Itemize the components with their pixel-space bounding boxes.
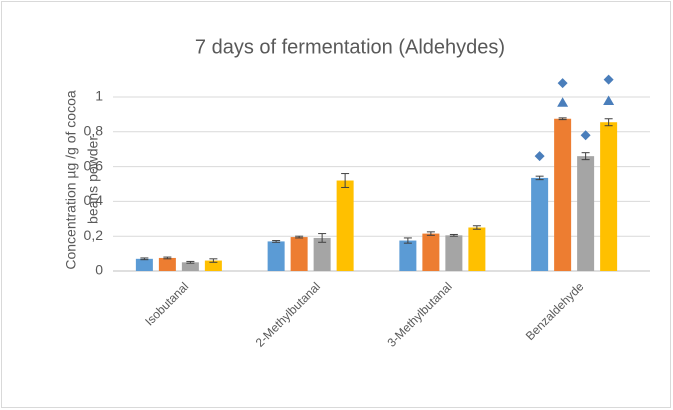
bar [468, 227, 486, 271]
chart-title: 7 days of fermentation (Aldehydes) [195, 36, 505, 58]
diamond-marker [557, 78, 568, 89]
bar [422, 233, 440, 271]
bar [313, 237, 331, 271]
bar [158, 257, 176, 271]
bar [445, 235, 463, 271]
y-tick-label: 0,2 [84, 227, 104, 243]
bar [600, 122, 618, 271]
bar [336, 180, 354, 271]
bar [290, 237, 308, 271]
bar [577, 156, 595, 271]
bar [399, 240, 417, 271]
bar [531, 177, 549, 271]
y-tick-label: 0,4 [84, 192, 104, 208]
bar [554, 118, 572, 271]
bar [204, 260, 222, 271]
diamond-marker [580, 130, 591, 141]
y-tick-label: 0,6 [84, 157, 104, 173]
diamond-marker [603, 74, 614, 85]
bar [135, 258, 153, 271]
y-tick-label: 0,8 [84, 123, 104, 139]
y-tick-label: 0 [95, 262, 103, 278]
triangle-marker [557, 97, 569, 107]
bar [267, 241, 285, 271]
y-axis-label: beans powder [85, 136, 101, 224]
diamond-marker [534, 151, 545, 162]
y-tick-label: 1 [95, 88, 103, 104]
y-axis-label: Concentration µg /g of cocoa [63, 90, 79, 270]
bar [181, 262, 199, 271]
triangle-marker [603, 95, 615, 105]
